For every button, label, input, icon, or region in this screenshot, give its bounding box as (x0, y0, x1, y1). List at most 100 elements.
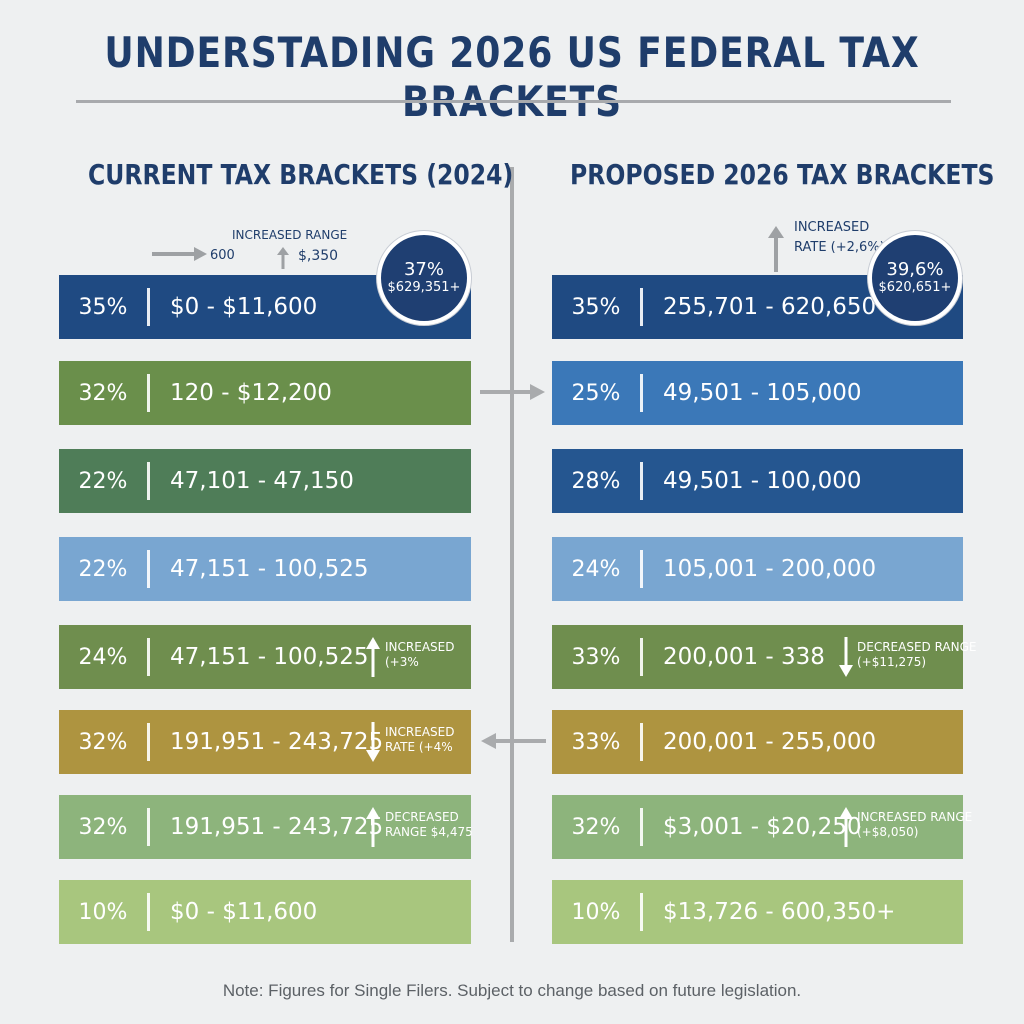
bracket-row: 10% $13,726 - 600,350+ (552, 880, 963, 944)
row-separator (640, 374, 643, 412)
page-title: UNDERSTADING 2026 US FEDERAL TAX BRACKET… (104, 28, 920, 126)
bracket-range: 255,701 - 620,650+ (663, 294, 896, 320)
bracket-range: 47,151 - 100,525 (170, 556, 369, 582)
change-note: INCREASED (+3% (385, 640, 454, 670)
change-note-line2: RANGE $4,475 (385, 825, 473, 839)
bracket-range: 49,501 - 105,000 (663, 380, 862, 406)
bracket-row: 22% 47,151 - 100,525 (59, 537, 471, 601)
badge-amount: $629,351+ (387, 280, 461, 295)
bracket-rate: 33% (571, 644, 621, 670)
bracket-range: 47,151 - 100,525 (170, 644, 369, 670)
bracket-range: $13,726 - 600,350+ (663, 899, 896, 925)
row-separator (640, 462, 643, 500)
bracket-rate: 28% (571, 468, 621, 494)
row-separator (640, 808, 643, 846)
right-flow-arrow-icon (480, 384, 545, 400)
right-increased-rate-line2: RATE (+2,6%) (794, 240, 885, 255)
bracket-range: $3,001 - $20,250 (663, 814, 862, 840)
row-separator (147, 723, 150, 761)
bracket-range: $0 - $11,600 (170, 294, 318, 320)
column-divider (510, 167, 514, 942)
change-note: INCREASED RATE (+4% (385, 725, 454, 755)
bracket-row: 24% 47,151 - 100,525 INCREASED (+3% (59, 625, 471, 689)
change-note: DECREASED RANGE (+$11,275) (857, 640, 977, 670)
bracket-row: 24% 105,001 - 200,000 (552, 537, 963, 601)
row-separator (147, 374, 150, 412)
row-separator (640, 288, 643, 326)
bracket-row: 32% $3,001 - $20,250 INCREASED RANGE (+$8,0… (552, 795, 972, 859)
bracket-range: 200,001 - 338 (663, 644, 825, 670)
change-note-line1: DECREASED RANGE (857, 640, 977, 654)
change-note: INCREASED RANGE (+$8,050) (857, 810, 972, 840)
bracket-rate: 35% (78, 294, 128, 320)
row-separator (640, 550, 643, 588)
row-separator (147, 808, 150, 846)
bracket-rate: 32% (571, 814, 621, 840)
bracket-rate: 22% (78, 468, 128, 494)
bracket-row: 28% 49,501 - 100,000 (552, 449, 963, 513)
arrow-value-label: 600 (210, 248, 235, 263)
row-separator (640, 638, 643, 676)
bracket-row: 32% 191,951 - 243,725 INCREASED RATE (+4% (59, 710, 471, 774)
change-note-line2: RATE (+4% (385, 740, 453, 754)
bracket-row: 22% 47,101 - 47,150 (59, 449, 471, 513)
right-increased-rate-line1: INCREASED (794, 220, 870, 235)
row-separator (147, 550, 150, 588)
up-arrow-icon (768, 226, 784, 272)
bracket-range: 200,001 - 255,000 (663, 729, 877, 755)
bracket-row: 10% $0 - $11,600 (59, 880, 471, 944)
up-arrow-icon (839, 807, 853, 847)
left-increased-range-value: $,350 (298, 248, 339, 264)
bracket-range: 105,001 - 200,000 (663, 556, 877, 582)
down-arrow-icon (839, 637, 853, 677)
bracket-range: $0 - $11,600 (170, 899, 318, 925)
change-note-line1: INCREASED RANGE (857, 810, 973, 824)
left-flow-arrow-icon (481, 733, 546, 749)
bracket-row: 32% 120 - $12,200 (59, 361, 471, 425)
bracket-range: 49,501 - 100,000 (663, 468, 862, 494)
current-brackets-heading: CURRENT TAX BRACKETS (2024) (88, 158, 514, 191)
right-top-rate-badge: 39,6% $620,651+ (868, 231, 962, 325)
down-arrow-icon (366, 722, 380, 762)
left-top-rate-badge: 37% $629,351+ (377, 231, 471, 325)
badge-amount: $620,651+ (878, 280, 952, 295)
up-arrow-icon (366, 807, 380, 847)
row-separator (640, 893, 643, 931)
bracket-rate: 32% (78, 380, 128, 406)
bracket-rate: 35% (571, 294, 621, 320)
left-increased-range-label: INCREASED RANGE (232, 228, 348, 242)
change-note-line2: (+$11,275) (857, 655, 927, 669)
bracket-rate: 10% (78, 899, 128, 925)
row-separator (147, 893, 150, 931)
row-separator (640, 723, 643, 761)
bracket-row: 25% 49,501 - 105,000 (552, 361, 963, 425)
title-divider (76, 100, 951, 103)
change-note-line2: (+3% (385, 655, 419, 669)
bracket-rate: 24% (78, 644, 128, 670)
change-note: DECREASED RANGE $4,475 (385, 810, 473, 840)
change-note-line1: DECREASED (385, 810, 459, 824)
bracket-row: 32% 191,951 - 243,725 DECREASED RANGE $4,47… (59, 795, 473, 859)
bracket-range: 191,951 - 243,725 (170, 814, 384, 840)
bracket-rate: 10% (571, 899, 621, 925)
row-separator (147, 462, 150, 500)
bracket-range: 191,951 - 243,725 (170, 729, 384, 755)
bracket-range: 47,101 - 47,150 (170, 468, 354, 494)
bracket-rate: 22% (78, 556, 128, 582)
change-note-line2: (+$8,050) (857, 825, 919, 839)
change-note-line1: INCREASED (385, 640, 455, 654)
row-separator (147, 288, 150, 326)
bracket-rate: 24% (571, 556, 621, 582)
badge-rate: 39,6% (886, 259, 944, 280)
bracket-row: 33% 200,001 - 255,000 (552, 710, 963, 774)
proposed-brackets-heading: PROPOSED 2026 TAX BRACKETS (570, 158, 995, 191)
bracket-rate: 32% (78, 814, 128, 840)
up-arrow-icon (277, 247, 289, 269)
up-arrow-icon (366, 637, 380, 677)
row-separator (147, 638, 150, 676)
right-arrow-icon (152, 247, 207, 261)
change-note-line1: INCREASED (385, 725, 455, 739)
footer-note: Note: Figures for Single Filers. Subject… (222, 981, 802, 1000)
bracket-rate: 33% (571, 729, 621, 755)
badge-rate: 37% (403, 259, 444, 280)
